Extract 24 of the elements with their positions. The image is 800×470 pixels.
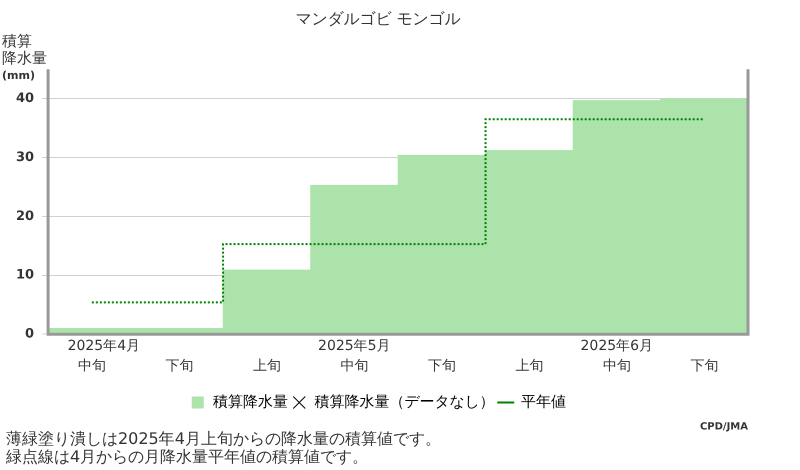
x-tick-label: 下旬 xyxy=(165,358,194,374)
text: 2025年4月 xyxy=(68,338,140,354)
y-tick-label: 10 xyxy=(16,268,34,283)
text: 2025年6月 xyxy=(580,338,654,354)
y-tick-label: 20 xyxy=(16,208,34,224)
y-tick-label: 30 xyxy=(16,150,34,165)
text: 2025年5月 xyxy=(318,338,391,354)
x-tick-label: 上旬 xyxy=(515,358,544,374)
text: CPD/JMA xyxy=(700,422,748,433)
x-tick-label: 中旬 xyxy=(340,358,368,374)
x-tick-label: 上旬 xyxy=(252,358,281,374)
text: 薄緑塗り潰しは2025年4月上旬からの降水量の積算値です。 xyxy=(6,429,441,448)
x-tick-label: 下旬 xyxy=(690,358,718,374)
legend-label: 積算降水量 xyxy=(212,392,288,410)
legend-label: 平年値 xyxy=(520,392,566,410)
chart-title: マンダルゴビ モンゴル xyxy=(295,8,461,28)
x-tick-label: 下旬 xyxy=(428,358,456,374)
legend-label: 積算降水量（データなし） xyxy=(314,392,494,410)
x-tick-label: 中旬 xyxy=(602,358,631,374)
y-axis-title: 積算降水量(mm) xyxy=(2,32,47,82)
text: 緑点線は4月からの月降水量平年値の積算値です。 xyxy=(5,447,368,466)
x-tick-label: 中旬 xyxy=(78,358,106,374)
y-tick-label: 40 xyxy=(16,91,34,106)
y-tick-label: 0 xyxy=(25,326,34,342)
